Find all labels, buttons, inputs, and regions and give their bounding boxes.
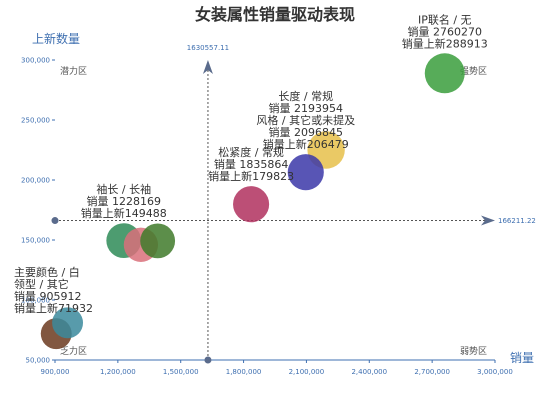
quadrant-top-right-label: 强势区 — [460, 65, 487, 77]
y-tick-label: 250,000 — [21, 117, 50, 125]
x-tick-label: 1,800,000 — [226, 368, 262, 376]
data-label: 销量 1228169 — [87, 194, 162, 208]
x-tick-label: 2,700,000 — [414, 368, 450, 376]
x-tick-label: 2,100,000 — [289, 368, 325, 376]
axes: 900,000 1,200,000 1,500,000 1,800,000 2,100,… — [21, 57, 513, 377]
data-label: 销量上新288913 — [402, 36, 488, 50]
data-label: 销量上新149488 — [81, 206, 167, 220]
data-label: 销量上新71932 — [14, 301, 93, 315]
quadrant-bottom-left-label: 乏力区 — [60, 345, 87, 357]
data-point — [140, 223, 176, 259]
vertical-reference-origin — [204, 356, 212, 364]
horizontal-reference-value: 166211.22 — [498, 217, 536, 225]
x-tick-label: 2,400,000 — [351, 368, 387, 376]
data-points — [40, 53, 465, 350]
data-point — [52, 307, 84, 339]
data-label: 销量 2760270 — [408, 24, 483, 38]
data-label: 销量 2193954 — [269, 101, 344, 115]
data-point — [424, 53, 465, 94]
quadrant-top-left-label: 潜力区 — [60, 65, 87, 77]
y-tick-label: 300,000 — [21, 57, 50, 65]
data-label: 销量 1835864 — [214, 157, 289, 171]
y-tick-label: 100,000 — [21, 297, 50, 305]
data-label: 松紧度 / 常规 — [218, 145, 284, 159]
data-label: 袖长 / 长袖 — [96, 182, 151, 196]
x-axis-label: 销量 — [510, 351, 534, 365]
data-label: 长度 / 常规 — [278, 89, 333, 103]
data-label: 销量上新206479 — [263, 137, 349, 151]
data-label: 销量上新179823 — [208, 169, 294, 183]
x-tick-label: 1,200,000 — [100, 368, 136, 376]
y-axis-label: 上新数量 — [32, 31, 80, 46]
chart-title: 女装属性销量驱动表现 — [195, 5, 355, 24]
vertical-reference-value: 1630557.11 — [187, 44, 229, 52]
x-tick-label: 1,500,000 — [163, 368, 199, 376]
data-point — [287, 154, 324, 191]
vertical-reference-arrow — [202, 60, 213, 74]
data-label: 销量 905912 — [14, 289, 82, 303]
quadrant-bottom-right-label: 弱势区 — [460, 345, 487, 357]
x-tick-label: 3,000,000 — [477, 368, 513, 376]
horizontal-reference-origin — [51, 217, 59, 225]
data-label: IP联名 / 无 — [418, 12, 472, 26]
data-point — [233, 186, 270, 223]
reference-lines: 1630557.11 166211.22 — [51, 44, 536, 364]
data-label: 主要颜色 / 白 — [14, 265, 80, 279]
y-tick-label: 50,000 — [26, 357, 51, 365]
y-tick-label: 200,000 — [21, 177, 50, 185]
y-tick-label: 150,000 — [21, 237, 50, 245]
data-label: 销量 2096845 — [269, 125, 344, 139]
horizontal-reference-arrow — [481, 215, 495, 226]
x-tick-label: 900,000 — [41, 368, 70, 376]
data-label: 风格 / 其它或未提及 — [256, 113, 355, 127]
data-label: 领型 / 其它 — [14, 277, 69, 291]
